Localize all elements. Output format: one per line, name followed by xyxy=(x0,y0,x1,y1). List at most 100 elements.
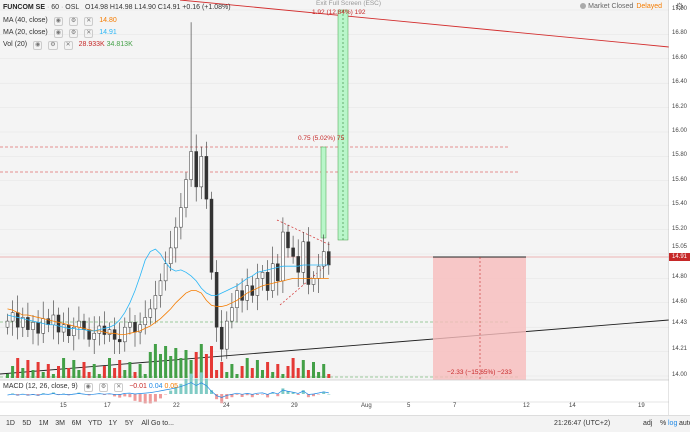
eye-icon[interactable]: ◉ xyxy=(53,17,63,26)
grid-lines xyxy=(0,9,669,377)
macd-bar xyxy=(261,394,264,395)
candlesticks[interactable] xyxy=(5,22,331,362)
timeframe-1y[interactable]: 1Y xyxy=(108,420,118,427)
macd-bar xyxy=(225,394,229,399)
settings-icon[interactable]: ⚙ xyxy=(98,383,109,392)
volume-bar xyxy=(26,360,30,378)
volume-bar xyxy=(143,374,147,378)
candle xyxy=(77,320,81,328)
macd-bar xyxy=(36,394,40,396)
close-icon[interactable]: ✕ xyxy=(63,41,73,50)
timeframe-6m[interactable]: 6M xyxy=(71,420,82,427)
macd-bar xyxy=(128,394,132,398)
bottom-toolbar: 1D 5D 1M 3M 6M YTD 1Y 5Y All Go to... 21:26:47 (… xyxy=(0,415,690,432)
candle xyxy=(321,251,326,267)
chart-settings-icon[interactable]: ⚙ xyxy=(675,2,684,13)
candle xyxy=(306,241,311,285)
support-trendline[interactable] xyxy=(0,319,669,375)
macd-bar xyxy=(108,394,111,395)
macd-bar xyxy=(306,394,310,398)
interval[interactable]: 60 xyxy=(51,4,60,11)
volume-bar xyxy=(194,352,198,378)
auto-toggle[interactable]: auto xyxy=(679,420,690,427)
price-tick: 15.60 xyxy=(672,176,688,183)
eye-icon[interactable]: ◉ xyxy=(83,383,93,392)
volume-bar xyxy=(261,370,264,378)
ma40-line xyxy=(7,277,329,335)
timeframe-1m[interactable]: 1M xyxy=(38,420,49,427)
timeframe-5d[interactable]: 5D xyxy=(22,420,32,427)
eye-icon[interactable]: ◉ xyxy=(33,41,43,50)
adj-toggle[interactable]: adj xyxy=(643,420,653,427)
timeframe-5y[interactable]: 5Y xyxy=(125,420,134,427)
volume-bar xyxy=(57,366,60,378)
time-tick: 17 xyxy=(104,403,111,409)
eye-icon[interactable]: ◉ xyxy=(53,29,63,38)
symbol-legend[interactable]: FUNCOM SE · 60 · OSL O14.98 H14.98 L14.9… xyxy=(3,4,231,11)
macd-bar xyxy=(133,394,137,401)
macd-pane[interactable] xyxy=(7,372,331,404)
volume-bars xyxy=(6,344,331,378)
volume-bar xyxy=(327,374,331,378)
macd-bar xyxy=(16,394,20,396)
log-toggle[interactable]: log xyxy=(668,420,678,427)
settings-icon[interactable]: ⚙ xyxy=(68,29,79,38)
volume-bar xyxy=(16,358,20,378)
time-tick: 14 xyxy=(569,403,576,409)
volume-bar xyxy=(296,368,300,378)
price-pane[interactable] xyxy=(0,0,669,380)
symbol-name[interactable]: FUNCOM SE xyxy=(3,4,45,11)
candle xyxy=(107,329,112,335)
long-position-small[interactable] xyxy=(320,146,327,239)
candle xyxy=(214,272,219,328)
ma20-legend[interactable]: MA (20, close) ◉ ⚙ ✕ 14.91 xyxy=(3,29,117,38)
macd-bar xyxy=(250,394,254,398)
ma40-legend[interactable]: MA (40, close) ◉ ⚙ ✕ 14.80 xyxy=(3,17,117,26)
candle xyxy=(286,231,290,249)
timeframe-1d[interactable]: 1D xyxy=(6,420,15,427)
price-tick: 16.00 xyxy=(672,128,688,134)
settings-icon[interactable]: ⚙ xyxy=(48,41,58,50)
percent-toggle[interactable]: % xyxy=(660,420,667,427)
volume-bar xyxy=(46,364,50,378)
macd-bar xyxy=(194,378,198,394)
candle xyxy=(255,278,260,296)
short-position-box[interactable] xyxy=(433,257,526,380)
price-tick: 14.43 xyxy=(672,319,688,326)
chart-canvas[interactable] xyxy=(0,0,669,415)
goto-button[interactable]: Go to... xyxy=(151,420,174,427)
close-icon[interactable]: ✕ xyxy=(114,383,124,392)
volume-bar xyxy=(245,358,249,378)
timeframe-3m[interactable]: 3M xyxy=(55,420,65,427)
long-position-large[interactable] xyxy=(337,9,349,241)
volume-bar xyxy=(225,372,229,378)
macd-bar xyxy=(169,390,173,394)
close-icon[interactable]: ✕ xyxy=(84,29,94,38)
candle xyxy=(153,295,158,310)
pennant-lower[interactable] xyxy=(279,261,331,306)
macd-bar xyxy=(179,383,183,394)
time-tick: 24 xyxy=(223,403,230,409)
resistance-trendline[interactable] xyxy=(179,0,669,48)
timeframe-ytd[interactable]: YTD xyxy=(88,420,102,427)
volume-bar xyxy=(255,360,259,378)
settings-icon[interactable]: ⚙ xyxy=(68,17,79,26)
volume-bar xyxy=(41,372,45,378)
exit-fullscreen-hint[interactable]: Exit Full Screen (ESC) xyxy=(316,0,382,7)
price-tick: 16.40 xyxy=(672,79,688,86)
volume-bar xyxy=(164,346,168,378)
candle xyxy=(260,272,265,279)
clock[interactable]: 21:26:47 (UTC+2) xyxy=(554,420,611,427)
price-tick: 14.21 xyxy=(672,346,688,353)
timeframe-all[interactable]: All xyxy=(141,420,150,427)
macd-bar xyxy=(271,393,275,394)
candle xyxy=(36,322,40,334)
time-tick: 19 xyxy=(638,403,645,409)
close-icon[interactable]: ✕ xyxy=(84,17,94,26)
macd-legend[interactable]: MACD (12, 26, close, 9) ◉ ⚙ ✕ −0.01 0.04… xyxy=(3,383,179,392)
long-large-label: 1.92 (12.84%) 192 xyxy=(312,9,366,16)
volume-bar xyxy=(87,372,91,378)
volume-legend[interactable]: Vol (20) ◉ ⚙ ✕ 28.933K 34.813K xyxy=(3,41,133,50)
candle xyxy=(209,198,214,273)
volume-bar xyxy=(174,348,178,378)
